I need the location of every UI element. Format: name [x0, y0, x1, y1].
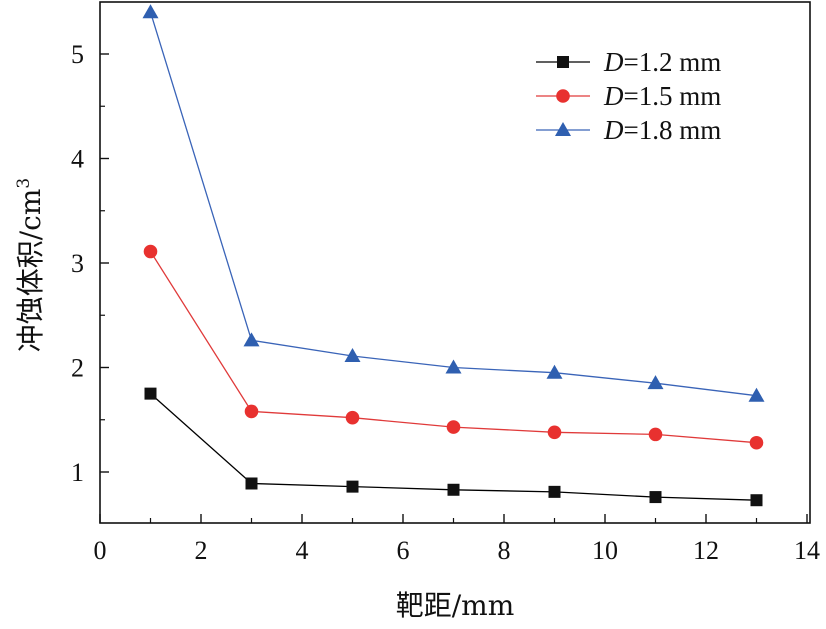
data-point	[548, 485, 561, 498]
legend-entry-var: D	[603, 115, 624, 145]
legend: D=1.2 mmD=1.5 mmD=1.8 mm	[536, 47, 721, 145]
y-tick-label: 5	[71, 40, 84, 69]
series-line-2	[149, 251, 757, 444]
legend-marker	[557, 56, 569, 68]
x-tick-label: 12	[693, 536, 719, 565]
data-point	[749, 435, 764, 450]
legend-entry-rest: =1.5 mm	[624, 81, 722, 111]
data-point	[345, 410, 360, 425]
data-point	[446, 420, 461, 434]
data-point	[750, 494, 763, 507]
x-tick-label: 14	[794, 536, 820, 565]
legend-entry-rest: =1.8 mm	[624, 115, 722, 145]
series-markers	[142, 4, 765, 507]
y-axis-title: 冲蚀体积/cm3	[14, 178, 47, 353]
y-tick-label: 1	[71, 458, 84, 487]
legend-marker	[556, 89, 570, 103]
legend-entry-var: D	[603, 81, 624, 111]
legend-entry-rest: =1.2 mm	[624, 47, 722, 77]
legend-entry: D=1.2 mm	[603, 47, 721, 77]
x-tick-label: 8	[498, 536, 511, 565]
x-tick-label: 0	[94, 536, 107, 565]
legend-entry-var: D	[603, 47, 624, 77]
data-point	[243, 332, 260, 347]
data-point	[143, 244, 158, 259]
y-tick-label: 2	[71, 354, 84, 383]
x-axis-title: 靶距/mm	[396, 589, 515, 622]
legend-marker	[555, 122, 571, 136]
y-tick-label: 4	[71, 145, 84, 174]
data-point	[346, 480, 359, 493]
data-point	[647, 375, 664, 390]
x-tick-label: 6	[397, 536, 410, 565]
data-point	[547, 425, 562, 440]
x-tick-label: 2	[195, 536, 208, 565]
data-point	[546, 364, 563, 379]
legend-entry: D=1.5 mm	[603, 81, 721, 111]
data-point	[142, 4, 159, 19]
data-point	[245, 477, 258, 490]
data-point	[648, 427, 663, 442]
data-point	[649, 491, 662, 504]
y-axis-title-superscript: 3	[14, 178, 34, 189]
data-point	[748, 387, 765, 402]
data-point	[344, 348, 361, 363]
data-point	[447, 483, 460, 496]
x-tick-label: 4	[296, 536, 309, 565]
y-axis-title-main: 冲蚀体积/cm	[14, 189, 47, 353]
legend-entry: D=1.8 mm	[603, 115, 721, 145]
y-tick-label: 3	[71, 249, 84, 278]
data-point	[244, 404, 259, 419]
x-tick-label: 10	[592, 536, 618, 565]
data-point	[445, 359, 462, 374]
data-point	[144, 387, 157, 400]
